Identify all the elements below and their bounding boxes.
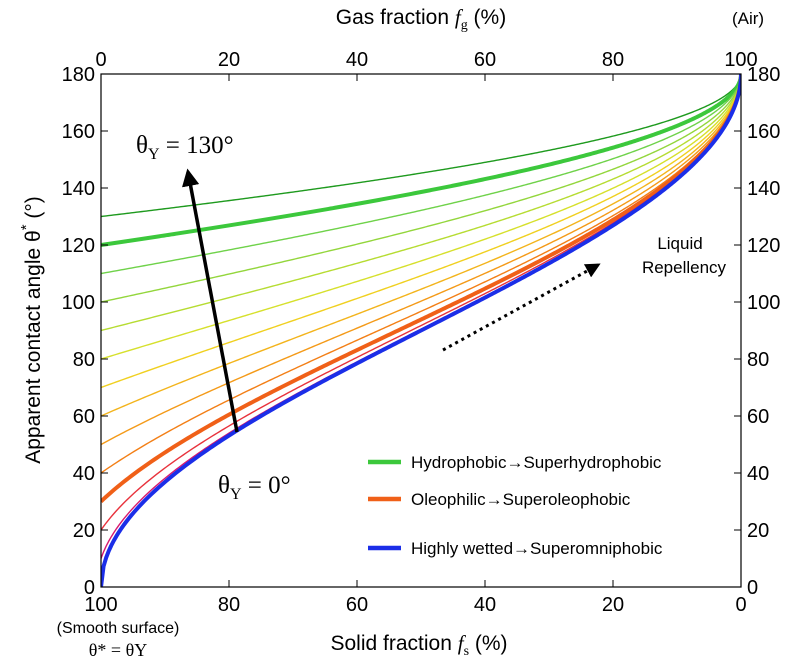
y-left-tick-label: 180: [62, 64, 95, 86]
legend-label: Oleophilic→Superoleophobic: [411, 490, 631, 509]
x-top-tick-label: 0: [95, 49, 106, 71]
x-bottom-tick-label: 100: [84, 594, 117, 616]
series-line-theta-0: [101, 74, 741, 587]
top-axis-title-unit: (%): [468, 6, 507, 29]
x-bottom-tick-label: 60: [346, 594, 368, 616]
y-left-tick-label: 40: [73, 463, 95, 485]
theta-0-main: θ: [218, 472, 230, 499]
y-left-tick-label: 140: [62, 178, 95, 200]
y-left-tick-label: 80: [73, 349, 95, 371]
x-top-tick-label: 60: [474, 49, 496, 71]
bottom-axis-title-sub: s: [464, 644, 469, 659]
series-line-theta-100: [101, 74, 741, 303]
series-line-theta-110: [101, 74, 741, 275]
x-top-tick-label: 40: [346, 49, 368, 71]
theta-130-label: θY = 130°: [136, 132, 234, 163]
air-note: (Air): [732, 9, 764, 28]
theta-0-rest: = 0°: [242, 472, 291, 499]
y-right-tick-label: 180: [747, 64, 780, 86]
x-top-tick-label: 80: [602, 49, 624, 71]
series-line-theta-120: [101, 74, 741, 247]
legend-label: Hydrophobic→Superhydrophobic: [411, 453, 662, 472]
y-axis-title: Apparent contact angle θ* (°): [18, 196, 45, 464]
y-left-tick-label: 100: [62, 292, 95, 314]
y-left-tick-label: 20: [73, 520, 95, 542]
series-line-theta-130: [101, 74, 741, 218]
y-axis-title-text: Apparent contact angle θ: [22, 230, 45, 464]
y-axis-title-unit: (°): [22, 196, 45, 224]
x-bottom-tick-label: 0: [735, 594, 746, 616]
smooth-surface-formula: θ* = θY: [89, 640, 147, 660]
theta-130-sub: Y: [148, 146, 160, 163]
theta-130-main: θ: [136, 132, 148, 159]
theta-130-rest: = 130°: [160, 132, 234, 159]
y-left-tick-label: 60: [73, 406, 95, 428]
series-line-theta-70: [101, 74, 741, 389]
top-axis-title-text: Gas fraction: [336, 6, 455, 29]
theta-direction-arrow: [181, 168, 239, 433]
series-line-theta-80: [101, 74, 741, 360]
repellency-line2: Repellency: [642, 258, 727, 277]
bottom-axis-title: Solid fraction fs (%): [330, 631, 507, 659]
y-right-tick-label: 140: [747, 178, 780, 200]
y-left-tick-label: 160: [62, 121, 95, 143]
series-line-theta-50: [101, 74, 741, 446]
plot-frame: [100, 73, 742, 588]
x-bottom-tick-label: 20: [602, 594, 624, 616]
y-left-tick-label: 120: [62, 235, 95, 257]
bottom-axis-title-text: Solid fraction: [330, 632, 457, 655]
y-right-tick-label: 60: [747, 406, 769, 428]
legend: Hydrophobic→Superhydrophobic Oleophilic→S…: [368, 453, 663, 558]
series-layer: [101, 74, 741, 587]
y-right-tick-label: 120: [747, 235, 780, 257]
y-right-tick-label: 100: [747, 292, 780, 314]
y-right-tick-label: 160: [747, 121, 780, 143]
x-top-tick-label: 100: [724, 49, 757, 71]
y-right-tick-label: 0: [747, 577, 758, 599]
y-right-tick-label: 80: [747, 349, 769, 371]
repellency-direction-arrow: [442, 263, 601, 352]
x-bottom-tick-label: 80: [218, 594, 240, 616]
smooth-surface-note: (Smooth surface): [57, 620, 180, 637]
legend-label: Highly wetted→Superomniphobic: [411, 539, 663, 558]
x-bottom-tick-label: 40: [474, 594, 496, 616]
top-axis-title-sub: g: [461, 18, 468, 33]
bottom-axis-title-unit: (%): [469, 632, 508, 655]
theta-0-label: θY = 0°: [218, 472, 291, 503]
y-axis-title-sup: *: [18, 224, 35, 230]
y-right-tick-label: 40: [747, 463, 769, 485]
top-axis-title: Gas fraction fg (%): [336, 5, 506, 33]
series-line-theta-90: [101, 74, 741, 332]
top-axis-title-var: f: [455, 5, 464, 29]
y-left-tick-label: 0: [84, 577, 95, 599]
theta-0-sub: Y: [230, 486, 242, 503]
repellency-line1: Liquid: [657, 234, 702, 253]
y-right-tick-label: 20: [747, 520, 769, 542]
series-line-theta-60: [101, 74, 741, 417]
bottom-axis-title-var: f: [458, 631, 467, 655]
x-top-tick-label: 20: [218, 49, 240, 71]
